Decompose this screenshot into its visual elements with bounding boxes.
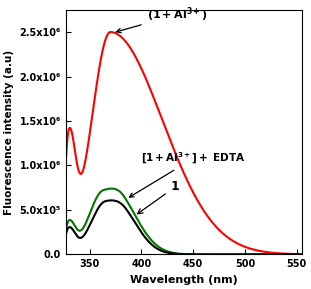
Text: $\mathbf{[1+Al^{3+}]+\ EDTA}$: $\mathbf{[1+Al^{3+}]+\ EDTA}$ [129, 151, 246, 197]
Text: $\mathbf{1}$: $\mathbf{1}$ [137, 180, 180, 214]
X-axis label: Wavelength (nm): Wavelength (nm) [130, 275, 238, 285]
Text: $\mathbf{(1+Al^{3+})}$: $\mathbf{(1+Al^{3+})}$ [116, 5, 207, 33]
Y-axis label: Fluorescence intensity (a.u): Fluorescence intensity (a.u) [4, 49, 14, 215]
